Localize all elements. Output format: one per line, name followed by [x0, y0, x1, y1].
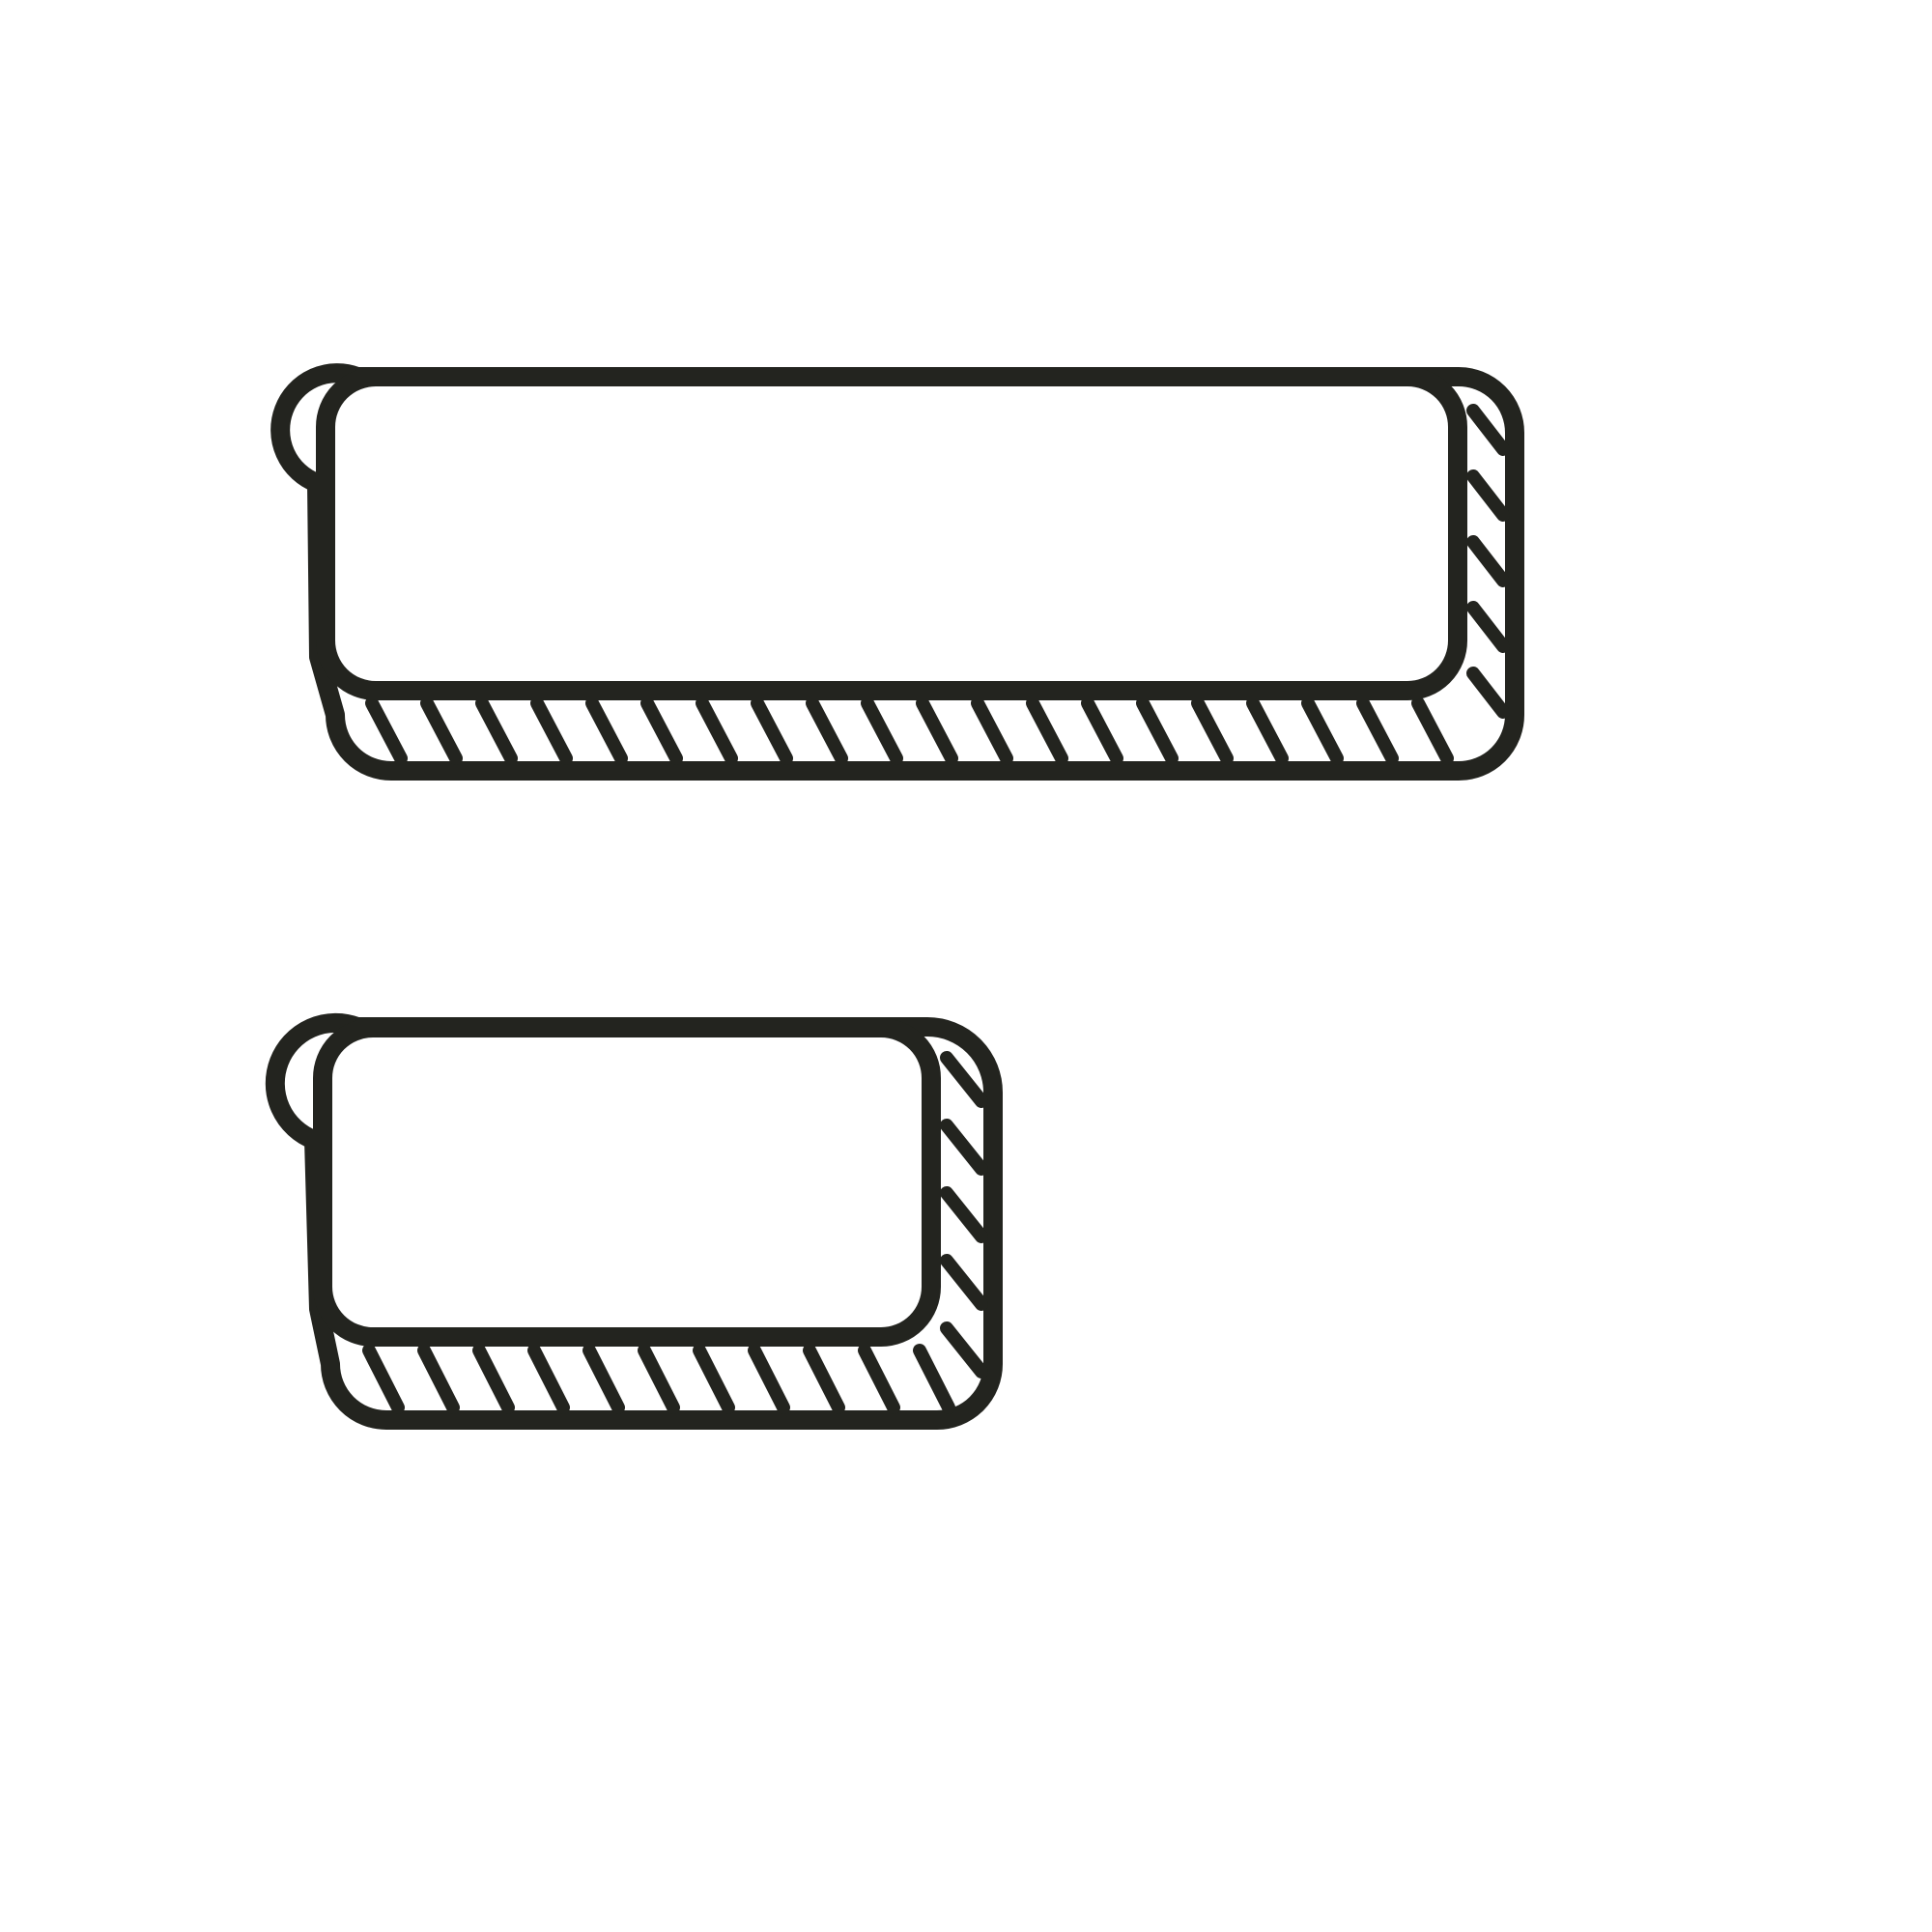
hatch-line — [527, 1344, 570, 1414]
hatch-line — [940, 1254, 988, 1311]
hatch-line — [1466, 667, 1510, 719]
hatch-line — [640, 696, 683, 765]
hatch-line — [475, 696, 518, 765]
wide-button-hatch — [365, 404, 1510, 765]
narrow-button-outline — [265, 1012, 1003, 1430]
wide-button-outline — [270, 363, 1524, 781]
hatch-line — [940, 1051, 988, 1108]
hatch-line — [916, 696, 958, 765]
hatch-line — [582, 1344, 625, 1414]
hatch-line — [417, 1344, 460, 1414]
hatch-line — [693, 1344, 735, 1414]
hatch-line — [1356, 696, 1399, 765]
hatch-line — [913, 1344, 955, 1414]
hatch-line — [1466, 404, 1510, 456]
hatch-line — [1411, 696, 1454, 765]
narrow-button-face — [313, 1018, 941, 1347]
hatch-line — [858, 1344, 900, 1414]
hatch-line — [806, 696, 848, 765]
hatch-line — [751, 696, 793, 765]
hatch-line — [696, 696, 738, 765]
hatch-line — [748, 1344, 790, 1414]
hatch-line — [940, 1321, 988, 1378]
hatch-line — [1466, 469, 1510, 522]
hatch-line — [1191, 696, 1234, 765]
hatch-line — [1466, 535, 1510, 587]
hatch-line — [1026, 696, 1068, 765]
hatch-line — [362, 1344, 405, 1414]
hatch-line — [1246, 696, 1289, 765]
hatch-line — [585, 696, 628, 765]
hatch-line — [803, 1344, 845, 1414]
hatch-line — [861, 696, 903, 765]
wide-button-face — [316, 367, 1467, 700]
hatch-line — [638, 1344, 680, 1414]
hatch-line — [1301, 696, 1344, 765]
hatch-line — [940, 1119, 988, 1176]
hatch-line — [1136, 696, 1179, 765]
hatch-line — [472, 1344, 515, 1414]
hatch-line — [365, 696, 408, 765]
hatch-line — [530, 696, 573, 765]
hatch-line — [940, 1186, 988, 1243]
hatch-line — [1081, 696, 1123, 765]
hatch-line — [1466, 601, 1510, 653]
hatch-line — [971, 696, 1013, 765]
narrow-button-hatch — [362, 1051, 988, 1414]
hatch-line — [420, 696, 463, 765]
